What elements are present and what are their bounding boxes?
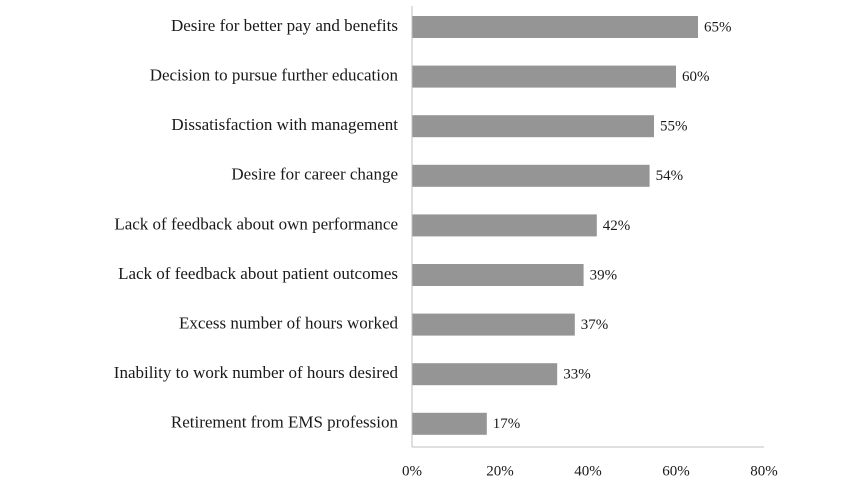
category-label: Retirement from EMS profession <box>171 413 399 432</box>
x-tick-label: 80% <box>750 463 778 479</box>
bar <box>412 363 558 386</box>
x-tick-label: 40% <box>574 463 602 479</box>
data-label: 55% <box>660 119 688 135</box>
data-label: 37% <box>581 317 609 333</box>
data-label: 39% <box>590 267 618 283</box>
x-tick-label: 60% <box>662 463 690 479</box>
x-tick-labels-layer: 0% 20% 40% 60% 80% <box>402 463 778 479</box>
bars-layer <box>412 16 698 435</box>
category-labels-layer: Desire for better pay and benefits Decisi… <box>114 16 399 432</box>
bar <box>412 313 575 336</box>
axes-layer <box>411 6 764 448</box>
bar <box>412 412 487 435</box>
bar <box>412 264 584 286</box>
category-label: Dissatisfaction with management <box>171 115 398 134</box>
category-label: Lack of feedback about own performance <box>114 214 398 233</box>
x-tick-label: 0% <box>402 463 422 479</box>
category-label: Desire for better pay and benefits <box>171 16 398 35</box>
category-label: Lack of feedback about patient outcomes <box>118 264 398 283</box>
bar <box>412 115 654 138</box>
data-label: 42% <box>603 218 631 234</box>
category-label: Excess number of hours worked <box>179 314 399 333</box>
x-tick-label: 20% <box>486 463 514 479</box>
data-label: 33% <box>563 367 591 383</box>
category-label: Inability to work number of hours desire… <box>114 363 399 382</box>
bar <box>412 16 698 38</box>
data-label: 54% <box>656 168 684 184</box>
category-label: Desire for career change <box>231 165 398 184</box>
category-label: Decision to pursue further education <box>150 66 399 85</box>
bar <box>412 214 597 237</box>
data-label: 65% <box>704 19 732 35</box>
data-label: 60% <box>682 69 710 85</box>
bar <box>412 65 676 88</box>
bar <box>412 164 650 187</box>
value-labels-layer: 65% 60% 55% 54% 42% 39% 37% 33% 17% <box>493 19 732 432</box>
data-label: 17% <box>493 416 521 432</box>
